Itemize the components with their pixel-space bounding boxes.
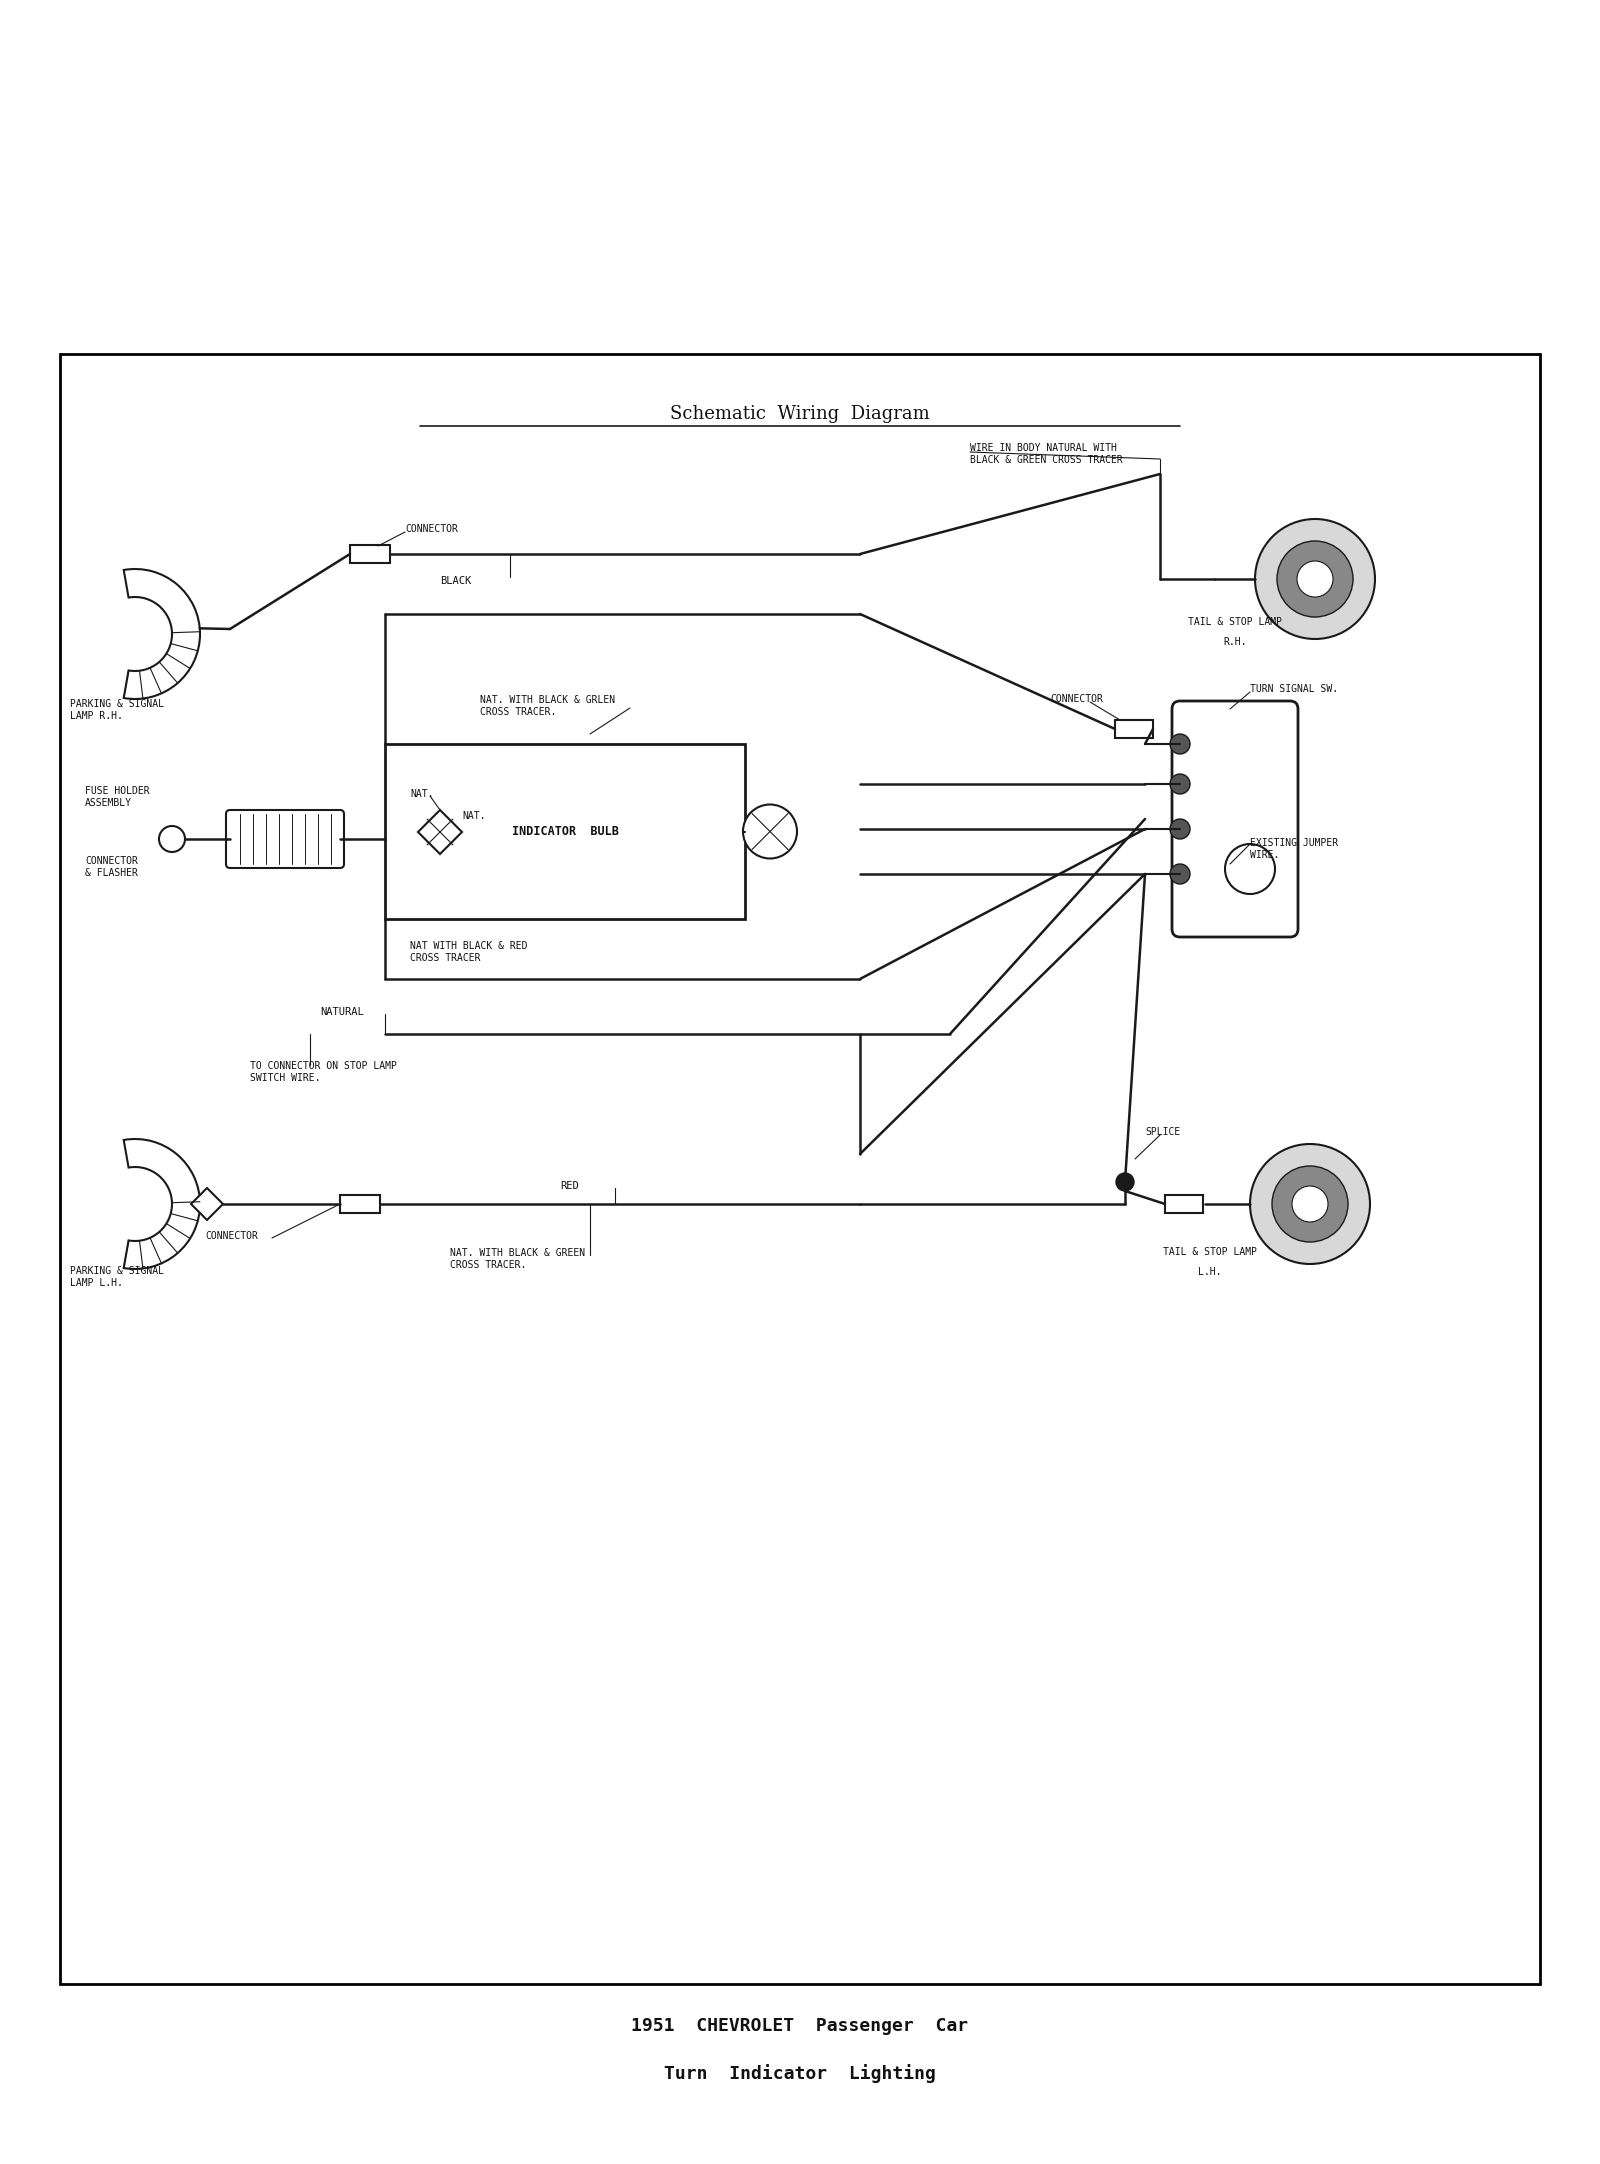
Bar [350, 545, 390, 563]
Text: PARKING & SIGNAL
LAMP R.H.: PARKING & SIGNAL LAMP R.H. [70, 699, 165, 721]
Text: PARKING & SIGNAL
LAMP L.H.: PARKING & SIGNAL LAMP L.H. [70, 1266, 165, 1288]
Text: NAT WITH BLACK & RED
CROSS TRACER: NAT WITH BLACK & RED CROSS TRACER [410, 941, 528, 963]
Circle shape [1277, 541, 1354, 617]
Circle shape [742, 805, 797, 859]
Text: TAIL & STOP LAMP: TAIL & STOP LAMP [1187, 617, 1282, 628]
Bar [386, 744, 746, 920]
Circle shape [1170, 818, 1190, 840]
Text: TO CONNECTOR ON STOP LAMP
SWITCH WIRE.: TO CONNECTOR ON STOP LAMP SWITCH WIRE. [250, 1060, 397, 1082]
Text: R.H.: R.H. [1224, 636, 1246, 647]
Wedge shape [123, 1138, 200, 1268]
Circle shape [1117, 1173, 1134, 1190]
Polygon shape [418, 809, 462, 855]
Text: WIRE IN BODY NATURAL WITH
BLACK & GREEN CROSS TRACER: WIRE IN BODY NATURAL WITH BLACK & GREEN … [970, 444, 1123, 465]
Text: NAT.: NAT. [410, 790, 434, 799]
Text: CONNECTOR: CONNECTOR [405, 524, 458, 535]
Text: CONNECTOR: CONNECTOR [205, 1231, 258, 1240]
Wedge shape [123, 569, 200, 699]
Text: RED: RED [560, 1182, 579, 1190]
Circle shape [1170, 775, 1190, 794]
Text: INDICATOR  BULB: INDICATOR BULB [512, 824, 619, 837]
Circle shape [158, 827, 186, 853]
Text: CONNECTOR
& FLASHER: CONNECTOR & FLASHER [85, 857, 138, 879]
Text: L.H.: L.H. [1198, 1266, 1222, 1277]
Circle shape [1254, 519, 1374, 638]
Text: Schematic  Wiring  Diagram: Schematic Wiring Diagram [670, 405, 930, 422]
FancyBboxPatch shape [226, 809, 344, 868]
Bar [1115, 721, 1154, 738]
Polygon shape [190, 1188, 222, 1220]
Circle shape [1170, 863, 1190, 885]
Text: NAT. WITH BLACK & GRLEN
CROSS TRACER.: NAT. WITH BLACK & GRLEN CROSS TRACER. [480, 695, 614, 716]
Text: SPLICE: SPLICE [1146, 1127, 1181, 1136]
Circle shape [1250, 1145, 1370, 1264]
Circle shape [1170, 734, 1190, 753]
Bar [61, 355, 1539, 1984]
Text: CONNECTOR: CONNECTOR [1050, 695, 1102, 703]
Text: NATURAL: NATURAL [320, 1006, 363, 1017]
Bar [1165, 1195, 1203, 1214]
Text: EXISTING JUMPER
WIRE.: EXISTING JUMPER WIRE. [1250, 837, 1338, 859]
Text: FUSE HOLDER
ASSEMBLY: FUSE HOLDER ASSEMBLY [85, 786, 150, 807]
Bar [339, 1195, 381, 1214]
Text: NAT. WITH BLACK & GREEN
CROSS TRACER.: NAT. WITH BLACK & GREEN CROSS TRACER. [450, 1249, 586, 1270]
Text: TURN SIGNAL SW.: TURN SIGNAL SW. [1250, 684, 1338, 695]
Text: 1951  CHEVROLET  Passenger  Car: 1951 CHEVROLET Passenger Car [632, 2017, 968, 2034]
Circle shape [1272, 1166, 1347, 1242]
FancyBboxPatch shape [1171, 701, 1298, 937]
Circle shape [1293, 1186, 1328, 1223]
Circle shape [1226, 844, 1275, 894]
Text: NAT.: NAT. [462, 812, 485, 820]
Text: Turn  Indicator  Lighting: Turn Indicator Lighting [664, 2064, 936, 2084]
Text: BLACK: BLACK [440, 576, 472, 586]
Text: TAIL & STOP LAMP: TAIL & STOP LAMP [1163, 1246, 1258, 1257]
Circle shape [1298, 560, 1333, 597]
